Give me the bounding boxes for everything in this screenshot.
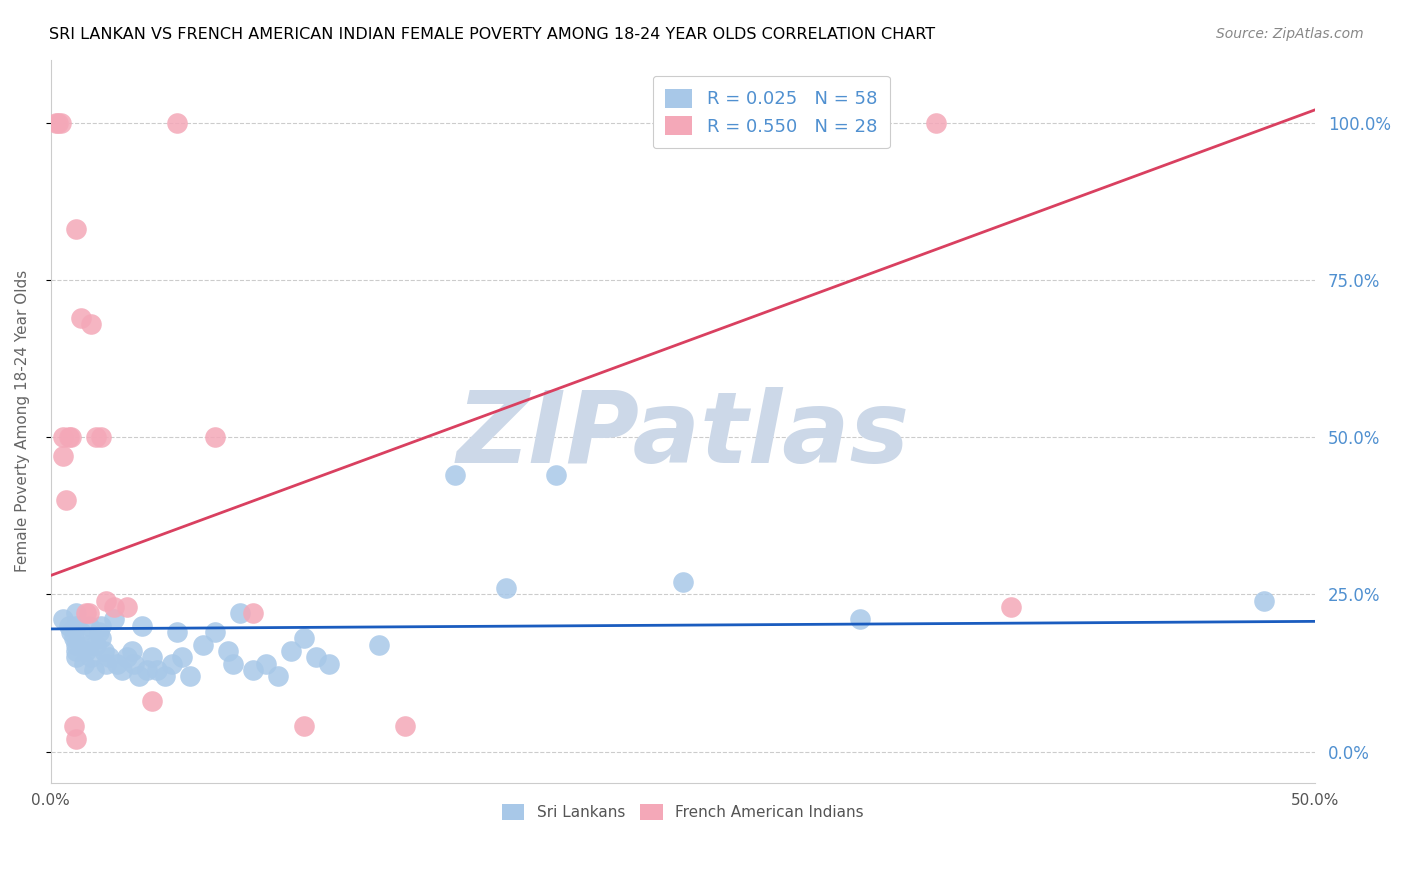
Point <box>105 657 128 671</box>
Point <box>110 663 132 677</box>
Point <box>52 612 75 626</box>
Point <box>96 593 118 607</box>
Point <box>70 625 93 640</box>
Point <box>87 625 110 640</box>
Point <box>65 644 87 658</box>
Point <box>73 657 96 671</box>
Point <box>75 644 97 658</box>
Point <box>166 625 188 640</box>
Text: Source: ZipAtlas.com: Source: ZipAtlas.com <box>1216 27 1364 41</box>
Point <box>70 310 93 325</box>
Point <box>128 669 150 683</box>
Point <box>121 644 143 658</box>
Point <box>55 492 77 507</box>
Point <box>86 638 108 652</box>
Point <box>52 449 75 463</box>
Point <box>222 657 245 671</box>
Point <box>65 606 87 620</box>
Point <box>77 606 100 620</box>
Point <box>280 644 302 658</box>
Point <box>49 115 72 129</box>
Point <box>98 650 121 665</box>
Point <box>254 657 277 671</box>
Text: ZIPatlas: ZIPatlas <box>457 387 910 484</box>
Point <box>1253 593 1275 607</box>
Point <box>135 663 157 677</box>
Point <box>45 115 67 129</box>
Point <box>229 606 252 620</box>
Point <box>62 632 84 646</box>
Point <box>77 619 100 633</box>
Point <box>103 599 125 614</box>
Point <box>153 669 176 683</box>
Point <box>90 619 112 633</box>
Point <box>191 638 214 652</box>
Legend: Sri Lankans, French American Indians: Sri Lankans, French American Indians <box>495 797 870 826</box>
Point <box>60 430 83 444</box>
Point <box>141 650 163 665</box>
Point <box>65 619 87 633</box>
Point <box>90 430 112 444</box>
Point <box>368 638 391 652</box>
Point <box>65 650 87 665</box>
Point <box>80 650 103 665</box>
Point <box>65 731 87 746</box>
Point <box>103 612 125 626</box>
Point <box>115 650 138 665</box>
Point <box>444 467 467 482</box>
Point <box>242 606 264 620</box>
Point <box>672 574 695 589</box>
Point <box>75 606 97 620</box>
Point <box>495 581 517 595</box>
Point <box>96 657 118 671</box>
Point <box>217 644 239 658</box>
Text: SRI LANKAN VS FRENCH AMERICAN INDIAN FEMALE POVERTY AMONG 18-24 YEAR OLDS CORREL: SRI LANKAN VS FRENCH AMERICAN INDIAN FEM… <box>49 27 935 42</box>
Point <box>1000 599 1022 614</box>
Point <box>93 644 115 658</box>
Point <box>292 632 315 646</box>
Point <box>546 467 568 482</box>
Point <box>86 430 108 444</box>
Point <box>131 619 153 633</box>
Point <box>65 222 87 236</box>
Point <box>65 638 87 652</box>
Point <box>58 619 80 633</box>
Y-axis label: Female Poverty Among 18-24 Year Olds: Female Poverty Among 18-24 Year Olds <box>15 270 30 573</box>
Point <box>292 719 315 733</box>
Point <box>160 657 183 671</box>
Point <box>146 663 169 677</box>
Point <box>242 663 264 677</box>
Point <box>115 599 138 614</box>
Point <box>305 650 328 665</box>
Point <box>60 625 83 640</box>
Point <box>80 317 103 331</box>
Point <box>924 115 946 129</box>
Point <box>849 612 872 626</box>
Point <box>204 430 226 444</box>
Point <box>48 115 70 129</box>
Point <box>83 663 105 677</box>
Point <box>166 115 188 129</box>
Point <box>318 657 340 671</box>
Point <box>172 650 194 665</box>
Point <box>267 669 290 683</box>
Point <box>394 719 416 733</box>
Point <box>77 638 100 652</box>
Point <box>62 719 84 733</box>
Point <box>141 694 163 708</box>
Point <box>122 657 145 671</box>
Point <box>58 430 80 444</box>
Point <box>90 632 112 646</box>
Point <box>179 669 201 683</box>
Point <box>204 625 226 640</box>
Point <box>52 430 75 444</box>
